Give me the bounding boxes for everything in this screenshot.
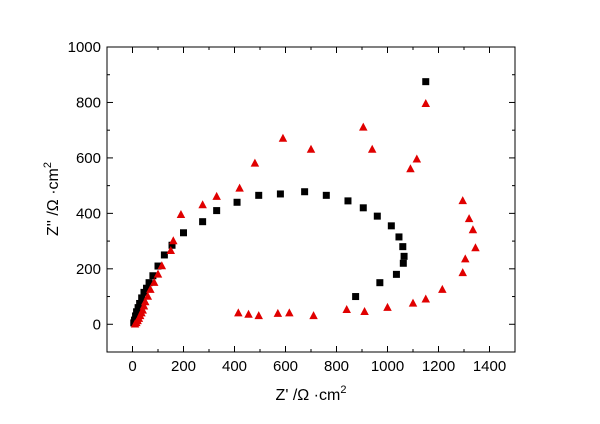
data-point-triangle xyxy=(234,308,243,317)
data-point-triangle xyxy=(464,214,474,223)
data-point-triangle xyxy=(360,306,369,315)
data-point-triangle xyxy=(412,154,422,163)
data-point-triangle xyxy=(367,144,377,153)
data-point-square xyxy=(376,279,384,287)
data-point-triangle xyxy=(406,164,415,173)
data-point-triangle xyxy=(273,308,283,317)
x-tick-label: 0 xyxy=(128,358,136,375)
x-axis-title: Z' /Ω ·cm2 xyxy=(276,384,347,404)
y-tick-label: 600 xyxy=(76,150,101,167)
y-tick-label: 200 xyxy=(76,261,101,278)
data-point-square xyxy=(276,190,284,198)
data-point-triangle xyxy=(278,133,288,142)
data-point-triangle xyxy=(254,311,263,320)
x-tick-label: 200 xyxy=(171,358,196,375)
data-point-triangle xyxy=(149,277,159,286)
data-point-triangle xyxy=(421,99,430,108)
data-point-square xyxy=(399,243,407,251)
data-point-square xyxy=(132,312,140,320)
data-point-triangle xyxy=(468,225,478,234)
data-point-square xyxy=(255,191,263,199)
data-point-triangle xyxy=(244,309,253,318)
data-point-triangle xyxy=(198,200,207,209)
data-point-triangle xyxy=(212,191,221,200)
data-point-square xyxy=(213,207,221,215)
data-point-triangle xyxy=(139,301,149,310)
data-point-square xyxy=(399,259,407,267)
data-points xyxy=(130,78,480,328)
y-axis-title-sup: 2 xyxy=(42,162,54,168)
data-point-triangle xyxy=(359,122,368,131)
data-point-square xyxy=(143,284,151,292)
data-point-square xyxy=(160,251,168,259)
data-point-square xyxy=(134,304,142,312)
data-point-square xyxy=(400,252,408,260)
data-point-square xyxy=(133,308,141,316)
x-axis-title-main: Z' /Ω ·cm xyxy=(276,387,341,404)
data-point-square xyxy=(140,288,148,296)
data-point-triangle xyxy=(438,284,447,293)
y-tick-label: 800 xyxy=(76,94,101,111)
data-point-triangle xyxy=(141,297,150,306)
data-point-triangle xyxy=(146,284,155,293)
data-point-square xyxy=(392,270,400,278)
y-axis-title: Z'' /Ω ·cm2 xyxy=(42,162,62,236)
x-tick-label: 600 xyxy=(273,358,298,375)
data-point-triangle xyxy=(250,158,260,167)
data-point-square xyxy=(131,316,139,324)
data-point-square xyxy=(344,197,352,205)
y-tick-label: 400 xyxy=(76,205,101,222)
data-point-triangle xyxy=(169,236,178,245)
x-axis-title-sup: 2 xyxy=(340,384,346,396)
data-point-square xyxy=(352,293,360,301)
x-tick-label: 1400 xyxy=(473,358,506,375)
data-point-square xyxy=(322,191,330,199)
axis-ticks xyxy=(107,46,515,352)
x-tick-label: 800 xyxy=(324,358,349,375)
data-point-square xyxy=(199,218,207,226)
data-point-triangle xyxy=(309,311,318,320)
y-tick-label: 0 xyxy=(93,316,101,333)
data-point-square xyxy=(387,222,395,230)
data-point-triangle xyxy=(235,183,244,192)
data-point-triangle xyxy=(421,294,430,303)
data-point-square xyxy=(395,233,403,241)
data-point-square xyxy=(233,198,241,206)
x-tick-label: 400 xyxy=(222,358,247,375)
data-point-square xyxy=(154,262,162,270)
data-point-triangle xyxy=(306,144,316,153)
data-point-triangle xyxy=(138,305,147,314)
data-point-square xyxy=(138,294,146,302)
data-point-triangle xyxy=(408,298,418,307)
data-point-triangle xyxy=(461,254,470,263)
data-point-triangle xyxy=(458,196,467,205)
x-tick-label: 1000 xyxy=(371,358,404,375)
data-point-triangle xyxy=(153,269,163,278)
data-point-square xyxy=(145,279,153,287)
data-point-triangle xyxy=(342,305,351,314)
data-point-square xyxy=(373,212,381,220)
data-point-square xyxy=(136,299,144,307)
data-point-square xyxy=(422,78,430,86)
data-point-square xyxy=(180,229,187,237)
data-point-triangle xyxy=(458,268,467,277)
data-point-square xyxy=(149,272,157,280)
data-point-triangle xyxy=(383,302,392,311)
data-point-square xyxy=(168,241,176,249)
data-point-square xyxy=(301,188,309,196)
data-point-triangle xyxy=(285,308,294,317)
data-point-square xyxy=(359,204,367,212)
data-point-triangle xyxy=(143,291,153,300)
data-point-triangle xyxy=(471,243,480,252)
data-point-triangle xyxy=(176,209,186,218)
data-point-triangle xyxy=(157,261,167,270)
x-tick-label: 1200 xyxy=(422,358,455,375)
tick-labels: 0 200 400 600 800 1000 1200 1400 0 200 400 600 800 10… xyxy=(68,39,507,375)
data-point-triangle xyxy=(166,245,175,254)
plot-frame xyxy=(106,46,516,353)
y-axis-title-main: Z'' /Ω ·cm xyxy=(45,168,62,236)
y-tick-label: 1000 xyxy=(68,39,101,56)
